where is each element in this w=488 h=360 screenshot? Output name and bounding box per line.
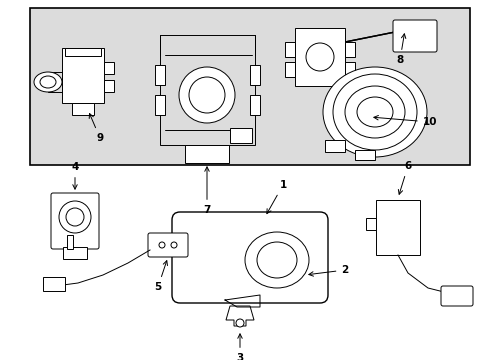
Text: 3: 3 (236, 334, 243, 360)
Bar (365, 218, 375, 230)
Text: 1: 1 (266, 180, 286, 213)
Bar (104, 80, 114, 92)
Ellipse shape (59, 201, 91, 233)
Bar (67, 235, 73, 249)
Bar (155, 95, 164, 115)
Ellipse shape (179, 67, 235, 123)
Bar (249, 65, 260, 85)
Bar (155, 65, 164, 85)
Text: 6: 6 (398, 161, 411, 194)
Ellipse shape (257, 242, 296, 278)
Bar (345, 42, 354, 57)
Bar (375, 200, 419, 255)
Ellipse shape (305, 43, 333, 71)
Bar (229, 128, 251, 143)
Bar (184, 145, 228, 163)
Text: 8: 8 (396, 34, 405, 65)
Text: 2: 2 (308, 265, 348, 276)
Ellipse shape (40, 76, 56, 88)
Bar (325, 140, 345, 152)
Ellipse shape (356, 97, 392, 127)
Bar (285, 62, 294, 77)
FancyBboxPatch shape (172, 212, 327, 303)
Text: 9: 9 (89, 113, 103, 143)
Bar (65, 48, 101, 56)
Ellipse shape (345, 86, 404, 138)
Bar (345, 62, 354, 77)
Bar (43, 277, 65, 291)
Text: 4: 4 (71, 162, 79, 189)
Ellipse shape (34, 72, 62, 92)
Ellipse shape (66, 208, 84, 226)
Ellipse shape (159, 242, 164, 248)
Bar (160, 35, 254, 145)
Ellipse shape (171, 242, 177, 248)
Bar (249, 95, 260, 115)
FancyBboxPatch shape (148, 233, 187, 257)
Bar (63, 247, 87, 259)
Text: 5: 5 (154, 261, 167, 292)
Ellipse shape (189, 77, 224, 113)
Text: 7: 7 (203, 167, 210, 215)
Bar (285, 42, 294, 57)
Bar (30, 8, 469, 165)
FancyBboxPatch shape (51, 193, 99, 249)
FancyBboxPatch shape (440, 286, 472, 306)
Bar (294, 28, 345, 86)
FancyBboxPatch shape (392, 20, 436, 52)
Ellipse shape (332, 74, 416, 150)
Text: 10: 10 (373, 116, 436, 127)
Ellipse shape (323, 67, 426, 157)
Bar (354, 150, 374, 160)
Polygon shape (225, 306, 253, 326)
Bar (104, 62, 114, 74)
Bar (62, 48, 104, 103)
Ellipse shape (244, 232, 308, 288)
Ellipse shape (236, 319, 244, 327)
Bar (72, 103, 94, 115)
